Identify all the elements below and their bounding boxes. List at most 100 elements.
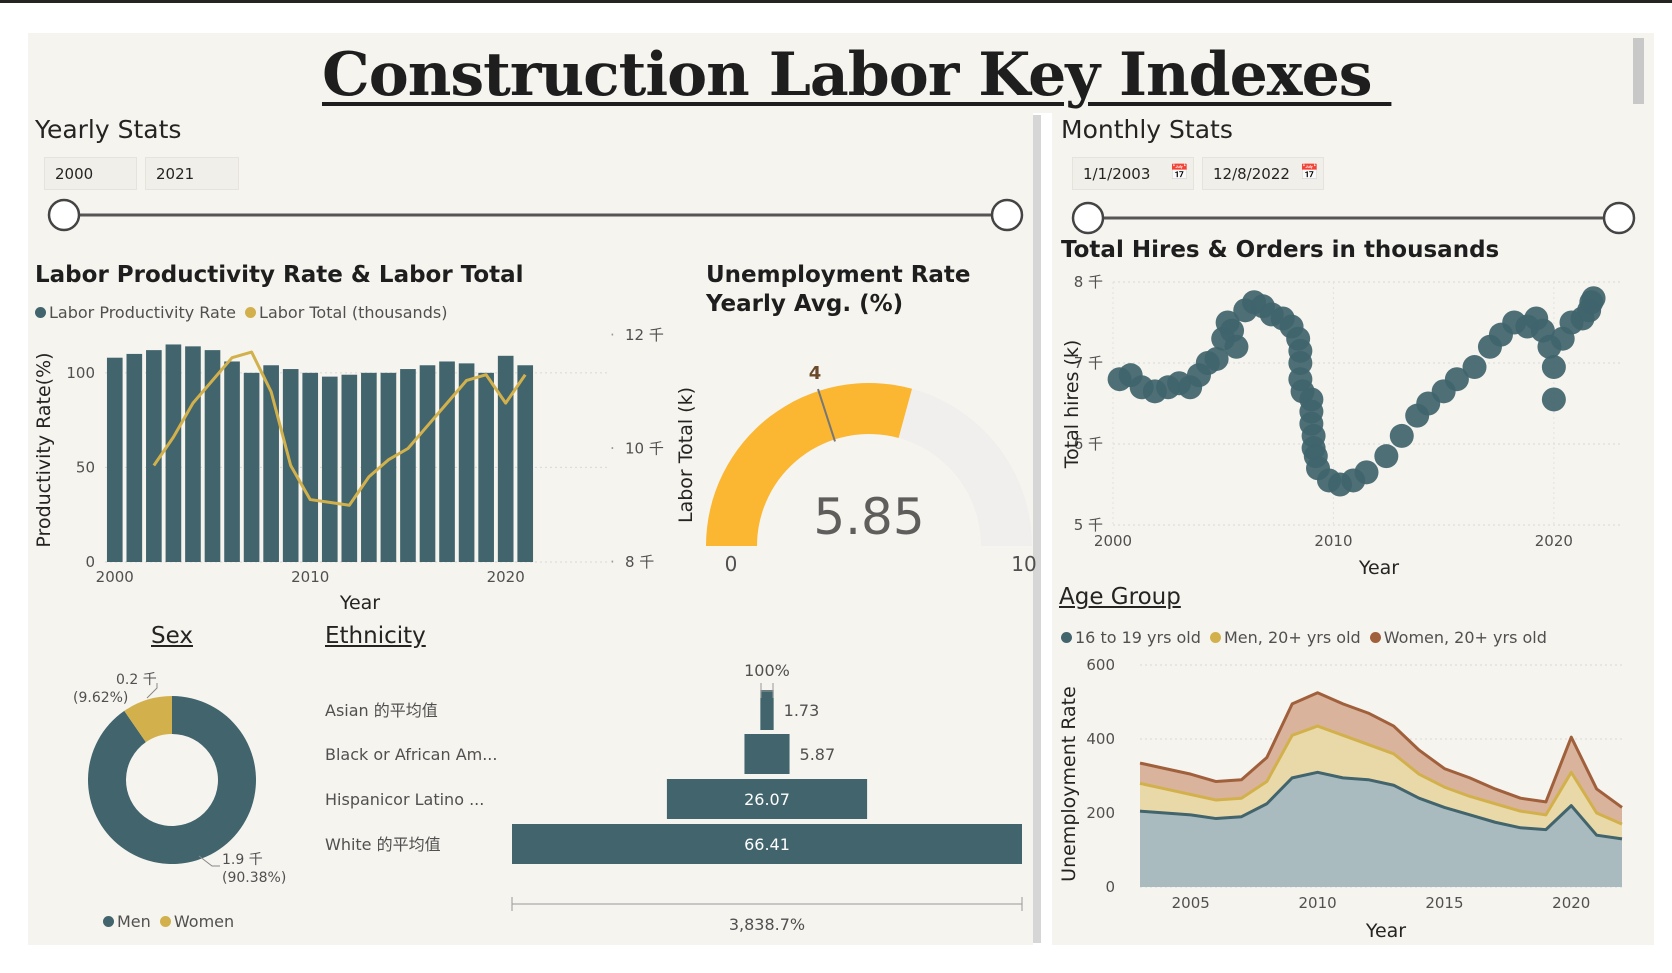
sex-legend: Men Women	[103, 912, 234, 931]
ethnicity-chart-title: Ethnicity	[325, 623, 426, 649]
scatter-point[interactable]	[1541, 387, 1566, 412]
funnel-value-label: 1.73	[784, 701, 820, 720]
legend-dot-teal	[1061, 632, 1072, 643]
monthly-slider-handle-start[interactable]	[1071, 201, 1105, 235]
bar[interactable]	[321, 376, 338, 562]
bar[interactable]	[302, 372, 319, 562]
monthly-end-input[interactable]: 12/8/2022	[1202, 157, 1324, 190]
legend-dot-gold	[1210, 632, 1221, 643]
x-tick-label: 2010	[1314, 532, 1352, 550]
scrollbar-thumb[interactable]	[1633, 38, 1644, 104]
funnel-bottom-label: 3,838.7%	[729, 915, 805, 934]
area-line	[1139, 770, 1623, 841]
donut-slice-women[interactable]	[124, 696, 172, 743]
scatter-point[interactable]	[1374, 444, 1399, 469]
gauge-value-label: 5.85	[813, 488, 924, 546]
funnel-bar[interactable]	[512, 824, 1022, 864]
y-axis-label: Total hires (k)	[1061, 340, 1083, 470]
legend-item: Men, 20+ yrs old	[1224, 628, 1361, 647]
bar[interactable]	[106, 357, 123, 562]
y2-tick-label: 10 千	[625, 440, 664, 458]
y2-tick-dot: ·	[610, 326, 615, 344]
gauge-target-label: 4	[809, 363, 822, 384]
donut-label-women-value: 0.2 千	[116, 672, 157, 688]
scatter-point[interactable]	[1444, 367, 1469, 392]
age-legend: 16 to 19 yrs old Men, 20+ yrs old Women,…	[1061, 628, 1547, 647]
bar[interactable]	[419, 365, 436, 562]
bar[interactable]	[361, 372, 377, 562]
scatter-point[interactable]	[1581, 286, 1606, 311]
funnel-category-label: Asian 的平均值	[325, 701, 438, 720]
y-tick-label: 0	[1105, 878, 1115, 896]
funnel-bar[interactable]	[666, 779, 868, 819]
yearly-start-input[interactable]: 2000	[44, 157, 137, 190]
bar[interactable]	[380, 372, 397, 562]
age-chart-title: Age Group	[1059, 584, 1181, 610]
monthly-section-label: Monthly Stats	[1061, 115, 1233, 144]
y-tick-label: 6 千	[1074, 435, 1103, 453]
bar[interactable]	[517, 365, 534, 562]
labor-total-line	[152, 350, 527, 507]
yearly-slider-handle-end[interactable]	[990, 198, 1024, 232]
bar[interactable]	[126, 353, 143, 562]
bar[interactable]	[204, 350, 221, 562]
header-panel	[28, 33, 1654, 113]
bar[interactable]	[263, 365, 279, 562]
area-line	[1139, 724, 1623, 826]
bar[interactable]	[439, 361, 455, 562]
scatter-point[interactable]	[1462, 355, 1487, 380]
bar[interactable]	[165, 344, 182, 562]
x-tick-label: 2000	[1094, 532, 1132, 550]
monthly-start-input[interactable]: 1/1/2003	[1072, 157, 1194, 190]
y-tick-label: 8 千	[1074, 273, 1103, 291]
scatter-point[interactable]	[1204, 346, 1229, 371]
scatter-point[interactable]	[1389, 423, 1414, 448]
legend-dot-gold	[159, 916, 171, 927]
gauge-max-label: 10	[1011, 552, 1036, 576]
bar[interactable]	[400, 369, 416, 562]
funnel-category-label: Hispanicor Latino ...	[325, 790, 484, 809]
legend-item: 16 to 19 yrs old	[1075, 628, 1201, 647]
x-tick-label: 2020	[487, 568, 525, 586]
x-tick-label: 2005	[1172, 894, 1210, 912]
panel-divider	[1033, 115, 1041, 943]
funnel-category-label: White 的平均值	[325, 835, 441, 854]
y2-tick-label: 8 千	[625, 553, 654, 571]
scatter-point[interactable]	[1354, 460, 1379, 485]
bar[interactable]	[341, 374, 358, 562]
funnel-top-label: 100%	[744, 661, 790, 680]
leader-line	[198, 855, 220, 867]
y-tick-label: 50	[76, 458, 95, 476]
funnel-category-label: Black or African Am...	[325, 745, 497, 764]
y-tick-label: 0	[85, 553, 95, 571]
calendar-icon[interactable]: 📅	[1300, 163, 1319, 181]
bar[interactable]	[478, 372, 494, 562]
leader-line	[146, 683, 158, 699]
bar[interactable]	[497, 355, 514, 562]
sex-chart-title: Sex	[151, 623, 193, 649]
productivity-chart-title: Labor Productivity Rate & Labor Total	[35, 262, 524, 288]
bar[interactable]	[185, 346, 201, 562]
yearly-end-input[interactable]: 2021	[145, 157, 239, 190]
bar[interactable]	[146, 350, 162, 562]
calendar-icon[interactable]: 📅	[1170, 163, 1189, 181]
scatter-point[interactable]	[1224, 334, 1249, 359]
x-tick-label: 2010	[291, 568, 329, 586]
donut-slice-men[interactable]	[88, 696, 257, 864]
funnel-value-label: 5.87	[800, 745, 836, 764]
funnel-bar[interactable]	[744, 734, 790, 774]
y2-tick-dot: ·	[610, 440, 615, 458]
gauge-title-line1: Unemployment Rate	[706, 262, 971, 288]
y2-tick-label: 12 千	[625, 326, 664, 344]
monthly-slider-handle-end[interactable]	[1602, 201, 1636, 235]
yearly-slider-handle-start[interactable]	[47, 198, 81, 232]
bar[interactable]	[243, 372, 260, 562]
funnel-bar[interactable]	[760, 690, 774, 730]
y-tick-label: 5 千	[1074, 516, 1103, 534]
scatter-point[interactable]	[1541, 355, 1566, 380]
bar[interactable]	[224, 361, 240, 562]
donut-label-men-value: 1.9 千	[222, 852, 263, 868]
bar[interactable]	[458, 363, 475, 562]
donut-label-men-percent: (90.38%)	[222, 870, 286, 886]
